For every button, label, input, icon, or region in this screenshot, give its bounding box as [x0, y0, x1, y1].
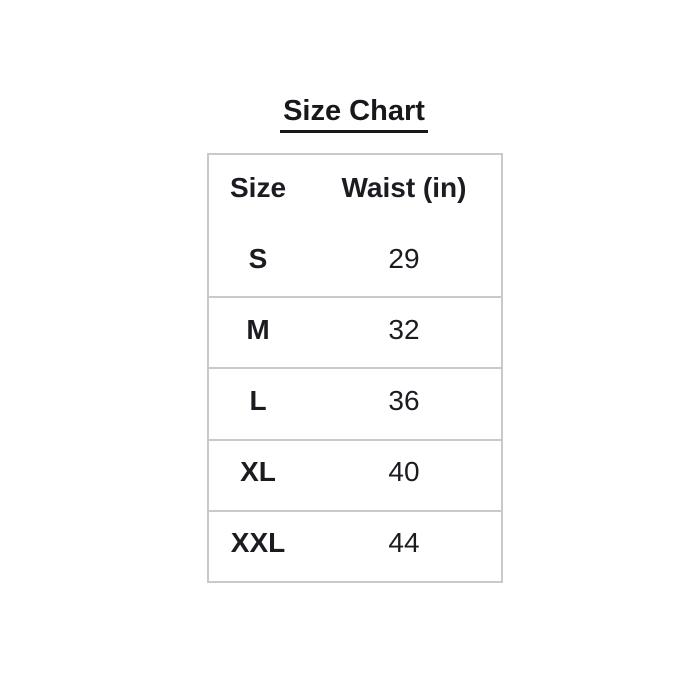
size-cell: S — [248, 242, 268, 274]
waist-cell: 36 — [388, 385, 420, 416]
page-title: Size Chart — [280, 95, 428, 133]
waist-cell: 29 — [388, 242, 420, 274]
size-chart-table: Size Waist (in) S 29 M 32 L 36 XL 40 XXL… — [207, 153, 503, 583]
size-cell: M — [246, 313, 270, 345]
waist-cell: 32 — [388, 313, 420, 345]
column-header-waist: Waist (in) — [341, 172, 467, 203]
page-title-container: Size Chart — [207, 95, 501, 133]
size-cell: XL — [240, 456, 276, 488]
size-cell: XXL — [230, 527, 286, 559]
table-row-m: M 32 — [209, 296, 501, 367]
table-row-xl: XL 40 — [209, 438, 501, 510]
size-cell: L — [249, 385, 267, 416]
table-row-s: S 29 — [209, 227, 501, 296]
waist-cell: 44 — [388, 527, 420, 559]
table-header-row: Size Waist (in) — [209, 155, 501, 227]
table-row-l: L 36 — [209, 367, 501, 438]
waist-cell: 40 — [388, 456, 420, 488]
column-header-size: Size — [229, 172, 287, 203]
table-row-xxl: XXL 44 — [209, 509, 501, 581]
